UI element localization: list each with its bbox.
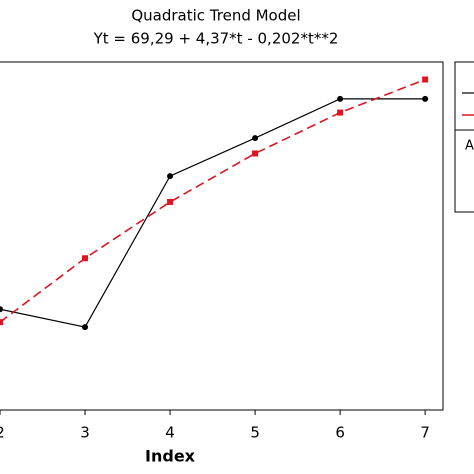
x-tick-label: 3 — [80, 424, 90, 442]
chart-title: Quadratic Trend Model — [131, 7, 300, 25]
marker — [82, 255, 89, 262]
marker — [252, 150, 259, 157]
x-tick-label: 5 — [250, 424, 260, 442]
marker — [0, 319, 3, 326]
x-axis-title: Index — [145, 447, 196, 466]
marker — [167, 173, 174, 180]
marker — [167, 198, 174, 205]
x-tick-label: 7 — [420, 424, 430, 442]
marker — [422, 76, 429, 83]
marker — [337, 95, 344, 102]
measures-box — [454, 129, 474, 213]
x-tick-label: 2 — [0, 424, 5, 442]
measures-label: A — [465, 139, 474, 154]
marker — [82, 324, 89, 331]
plot-frame — [0, 61, 444, 411]
legend-box — [454, 61, 474, 131]
series-line — [0, 98, 426, 328]
chart-subtitle: Yt = 69,29 + 4,37*t - 0,202*t**2 — [93, 30, 339, 48]
x-tick-label: 6 — [335, 424, 345, 442]
series-line — [0, 78, 426, 323]
marker — [422, 95, 429, 102]
marker — [0, 306, 3, 313]
x-tick-label: 4 — [165, 424, 175, 442]
marker — [252, 135, 259, 142]
marker — [337, 109, 344, 116]
